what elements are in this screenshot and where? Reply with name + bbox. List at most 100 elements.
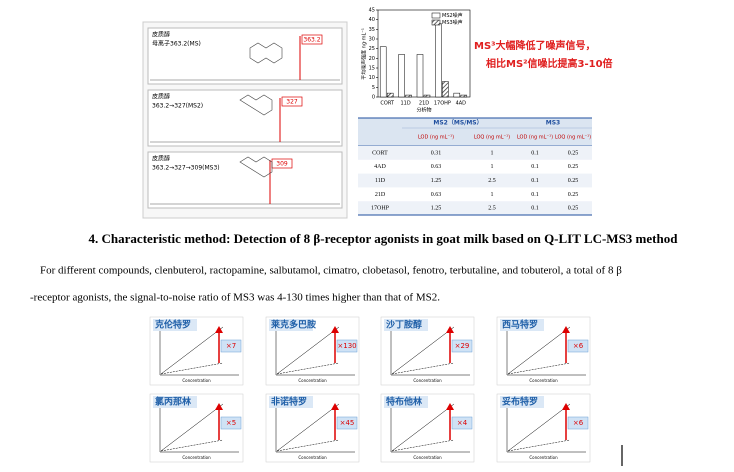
y-tick-label: 25 [369,46,375,52]
gain-arrowhead [562,403,570,410]
title-box [500,319,544,331]
title-box [269,396,313,408]
y-tick-label: 35 [369,27,375,33]
callout-line: MS³大幅降低了噪声信号， [474,39,596,52]
gain-box [336,339,358,353]
gain-box [567,339,589,353]
panel-xlabel: Concentration [298,378,327,383]
fit-line [276,439,340,452]
fit-line [391,362,455,375]
y-axis-label: 平均噪声强度 ng·mL⁻¹ [361,28,368,80]
panel-xlabel: Concentration [298,455,327,460]
structure [249,42,283,64]
table-cell: 17OHP [371,206,390,212]
fit-line [391,326,455,375]
panel-title: 莱克多巴胺 [271,319,316,331]
y-tick-label: 5 [372,85,375,91]
peak-box [281,96,303,107]
paragraph-line: For different compounds, clenbuterol, ra… [40,265,622,277]
gain-arrowhead [562,326,570,333]
gain-arrowhead [331,403,339,410]
table-row-bg [358,173,592,188]
panel-title: 特布他林 [386,396,423,408]
panel-xlabel: Concentration [413,455,442,460]
panel-title: 氯丙那林 [155,396,192,408]
legend-label: MS3噪声 [442,19,463,26]
spectrum-label: 皮质醇 [152,93,170,101]
fit-line [507,362,571,375]
gain-label: ×6 [573,419,584,427]
bar [416,54,424,98]
peak-label: 309 [276,161,288,168]
panel-xlabel: Concentration [182,455,211,460]
table-cell: 0.63 [431,192,442,198]
panel-xlabel: Concentration [529,378,558,383]
bar [460,94,468,98]
structure [239,94,273,116]
panel-title: 妥布特罗 [502,396,538,408]
gain-arrowhead [446,403,454,410]
heading: 4. Characteristic method: Detection of 8… [89,231,679,246]
table-cell: 0.25 [568,192,579,198]
panel-xlabel: Concentration [529,455,558,460]
gain-arrowhead [446,326,454,333]
y-tick-label: 0 [372,95,375,101]
fit-line [507,326,571,375]
fit-line [391,403,455,452]
table-cell: 0.1 [531,164,539,170]
table-row-bg [358,146,592,160]
fit-line [160,403,224,452]
y-tick-label: 20 [369,56,375,62]
title-box [153,396,197,408]
gain-label: ×7 [226,342,236,350]
x-tick-label: 21D [419,101,429,107]
spectrum-sub: 363.2→327→309(MS3) [152,165,220,172]
table-cell: 0.25 [568,150,579,156]
table-cell: CORT [372,150,388,156]
bar [442,81,449,98]
gain-label: ×130 [337,342,356,350]
gain-arrowhead [215,403,223,410]
panel-title: 非诺特罗 [271,396,307,408]
bar [453,92,461,98]
spectrum-panel [147,151,343,209]
fit-line [276,403,340,452]
gain-arrowhead [331,326,339,333]
title-box [384,319,428,331]
bar [379,46,387,98]
table-cell: 0.1 [531,178,539,184]
table-group: MS3 [546,120,560,127]
table-cell: 0.1 [531,206,539,212]
table-group: MS2（MS/MS） [433,119,482,127]
fit-line [160,362,224,375]
table-column: LOQ (ng mL⁻¹) [474,135,510,141]
panel-title: 克伦特罗 [155,319,191,331]
panel-title: 西马特罗 [502,319,538,331]
gain-arrowhead [215,326,223,333]
gain-box [567,416,589,430]
table-cell: 2.5 [488,178,496,184]
x-tick-label: 17OHP [434,101,451,107]
table-cell: 0.1 [531,150,539,156]
peak-label: 327 [286,99,298,106]
spectrum-label: 皮质醇 [152,31,170,39]
table-cell: 0.63 [431,164,442,170]
panel-xlabel: Concentration [413,378,442,383]
x-axis-label: 分析物 [416,107,431,114]
table-header [358,118,592,146]
table-cell: 0.1 [531,192,539,198]
y-tick-label: 45 [369,8,375,14]
title-box [269,319,313,331]
structure [239,156,273,178]
bar [405,94,412,98]
legend-label: MS2噪声 [442,12,463,19]
gain-box [220,339,242,353]
gain-label: ×6 [573,342,584,350]
title-box [500,396,544,408]
table-cell: 1.25 [431,206,442,212]
peak-box [301,34,323,45]
fit-line [507,439,571,452]
gain-label: ×5 [226,419,236,427]
table-cell: 0.25 [568,164,579,170]
